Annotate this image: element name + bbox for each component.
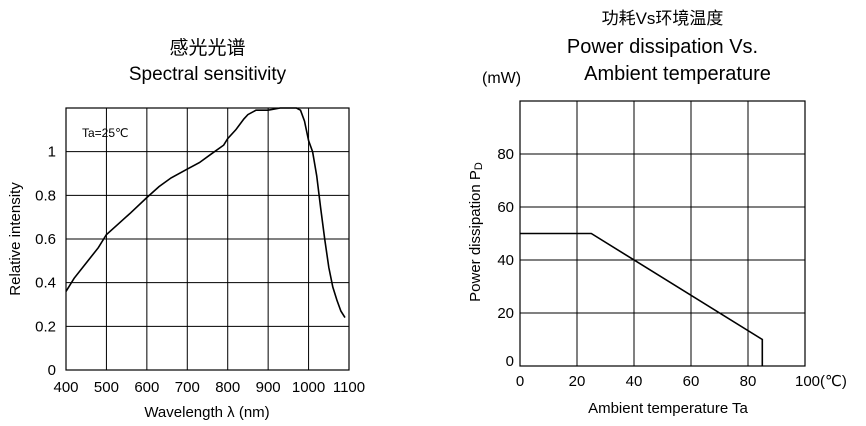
chart1-y-tick-label: 0.8 [35,187,56,204]
chart2-unit-label: (mW) [482,70,522,87]
chart2-x-tick-label: 40 [626,373,643,390]
chart1-y-tick-label: 0 [48,362,56,379]
chart2-x-axis-label: Ambient temperature Ta [588,400,748,417]
chart2-x-tick-label: 60 [683,373,700,390]
chart2-x-tick-label: 100(℃) [795,373,847,390]
chart1-series-line [65,107,346,319]
chart1-x-tick-label: 1000 [292,379,325,396]
chart2-y-axis-label-sub: D [473,162,485,170]
chart1-x-tick-label: 800 [215,379,240,396]
chart1-y-ticks: 0 0.2 0.4 0.6 0.8 1 [35,144,56,379]
chart1-y-tick-label: 1 [48,144,56,161]
chart1-x-ticks: 400 500 600 700 800 900 1000 1100 [53,379,365,396]
chart1-x-tick-label: 400 [53,379,78,396]
chart1-x-tick-label: 700 [175,379,200,396]
chart2-title-line2: Ambient temperature [584,63,771,85]
chart1-y-tick-label: 0.6 [35,231,56,248]
chart2-title-line1: Power dissipation Vs. [566,36,759,58]
chart1-y-tick-label: 0.2 [35,318,56,335]
chart2-x-tick-label: 0 [516,373,524,390]
chart2-plot-frame [519,100,806,367]
chart2-x-tick-label: 20 [569,373,586,390]
chart2-y-tick-label: 60 [497,199,514,216]
chart2-series-line [520,232,764,366]
chart2-x-ticks: 0 20 40 60 80 100(℃) [516,373,847,390]
chart2-title-cn: 功耗Vs环境温度 [601,9,724,28]
chart1-x-tick-label: 500 [94,379,119,396]
chart1-title-cn: 感光光谱 [169,38,246,59]
chart2-y-tick-label: 40 [497,252,514,269]
chart1-y-tick-label: 0.4 [35,275,56,292]
chart2-y-axis-label: Power dissipation PD [467,162,485,302]
chart1-y-axis-label: Relative intensity [7,182,24,296]
chart2-x-tick-label: 80 [740,373,757,390]
chart1-plot-frame [65,107,350,371]
chart1-annotation: Ta=25℃ [82,126,129,140]
chart1-x-tick-label: 600 [134,379,159,396]
chart1-title: Spectral sensitivity [128,64,287,85]
chart1-x-tick-label: 900 [256,379,281,396]
chart2-y-ticks: 0 20 40 60 80 [497,146,514,370]
chart1-x-axis-label: Wavelength λ (nm) [144,404,269,421]
chart2-y-axis-label-main: Power dissipation P [467,170,484,302]
chart2-y-tick-label: 20 [497,305,514,322]
chart1-x-tick-label: 1100 [333,379,365,396]
chart2-y-tick-label: 0 [506,353,514,370]
chart2-y-tick-label: 80 [497,146,514,163]
